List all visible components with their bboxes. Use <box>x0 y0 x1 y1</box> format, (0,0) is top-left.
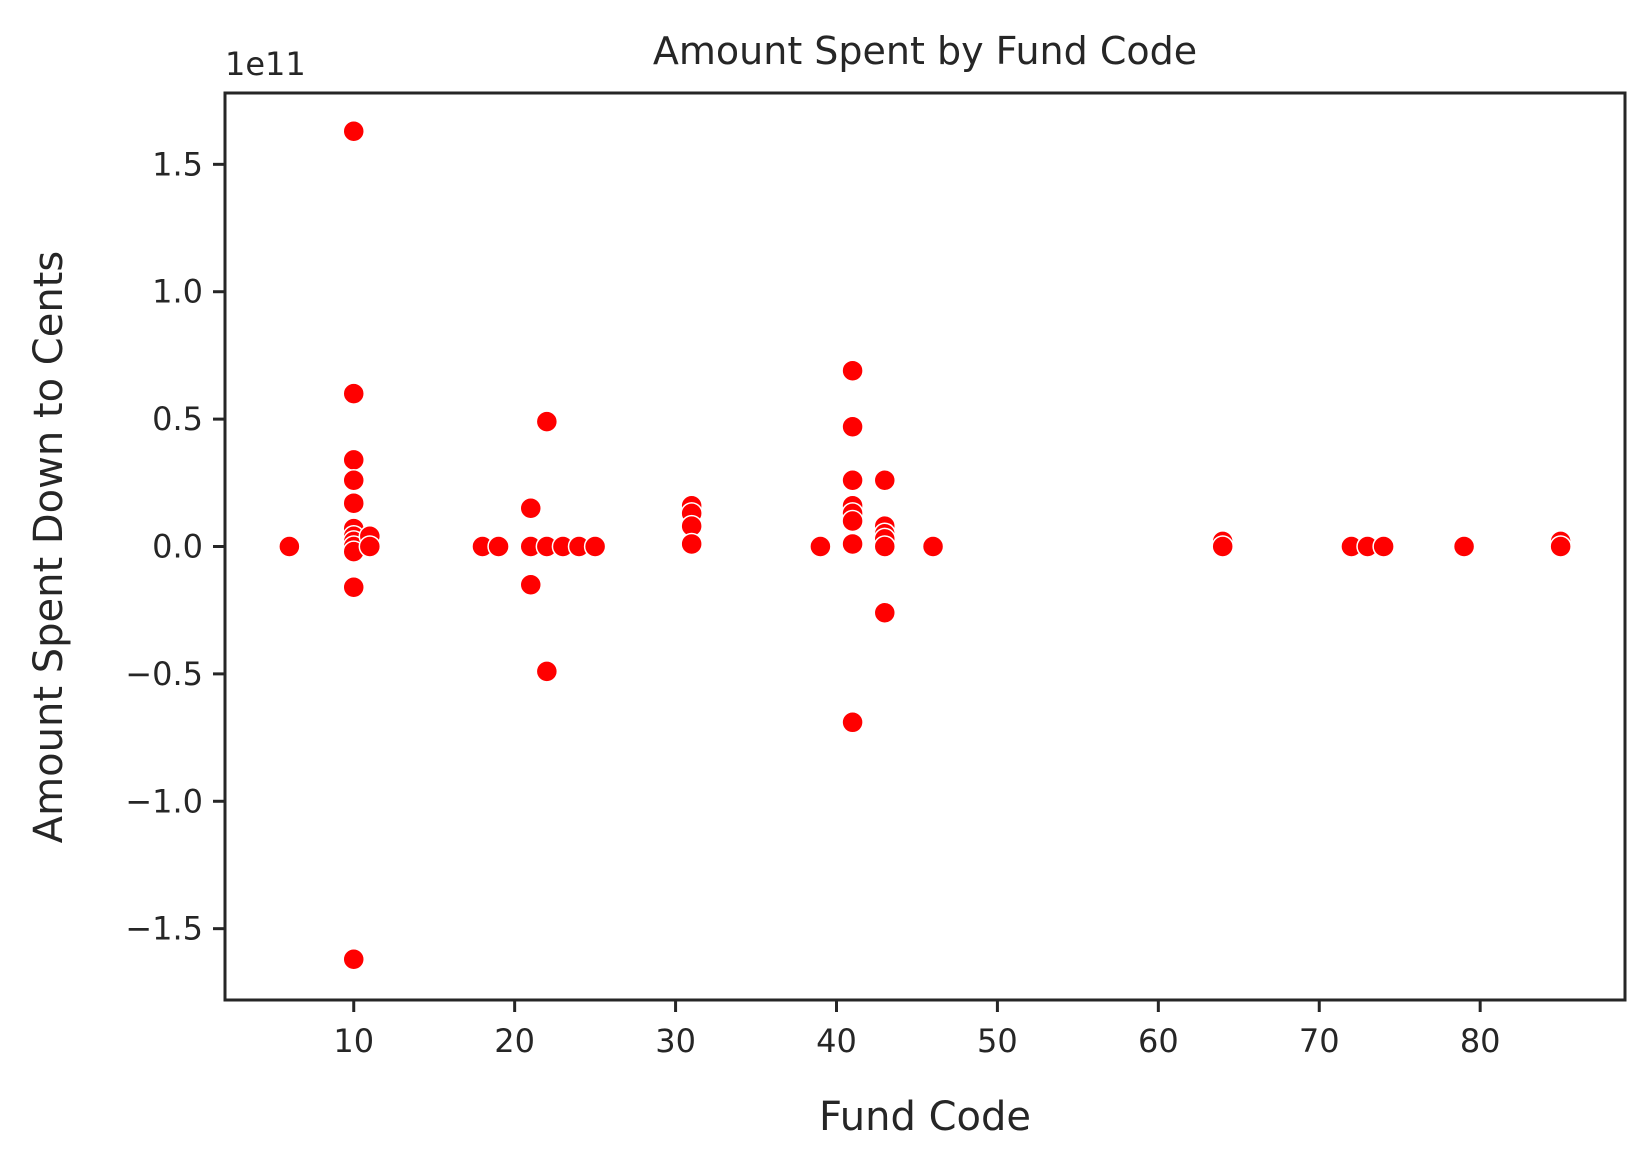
data-point <box>1452 535 1476 558</box>
data-point <box>519 573 542 596</box>
x-tick-label: 80 <box>1460 1022 1501 1060</box>
y-tick-label: 1.0 <box>152 273 203 311</box>
x-tick-label: 10 <box>333 1022 374 1060</box>
x-tick-label: 40 <box>816 1022 857 1060</box>
data-point <box>1372 535 1395 558</box>
data-point <box>680 532 703 556</box>
data-point <box>342 469 365 492</box>
y-tick-label: 0.0 <box>152 528 203 566</box>
data-point <box>873 535 897 558</box>
y-tick-label: 1.5 <box>152 145 203 183</box>
y-axis-label: Amount Spent Down to Cents <box>26 251 72 843</box>
data-point <box>841 415 864 439</box>
chart-title: Amount Spent by Fund Code <box>653 29 1197 73</box>
y-tick-label: −1.5 <box>125 910 203 948</box>
data-point <box>342 382 365 405</box>
x-axis-ticks: 10 20 30 40 50 60 70 80 <box>333 1000 1501 1060</box>
data-point <box>519 497 542 520</box>
data-point <box>583 535 607 558</box>
data-point <box>342 947 365 971</box>
x-tick-label: 20 <box>494 1022 535 1060</box>
plot-frame <box>223 91 1627 1002</box>
data-point <box>278 535 301 558</box>
data-point <box>358 535 382 558</box>
y-tick-label: −0.5 <box>125 655 203 693</box>
data-point <box>1211 535 1234 558</box>
data-point <box>841 509 864 533</box>
x-tick-label: 70 <box>1299 1022 1340 1060</box>
data-point <box>535 660 559 683</box>
y-axis-ticks: −1.5 −1.0 −0.5 0.0 0.5 1.0 1.5 <box>125 145 225 948</box>
data-point <box>1549 535 1572 558</box>
x-axis-label: Fund Code <box>819 1094 1031 1140</box>
x-tick-label: 30 <box>655 1022 696 1060</box>
data-point <box>809 535 832 558</box>
data-point <box>841 359 864 382</box>
data-points <box>278 119 1572 971</box>
data-point <box>841 532 864 556</box>
data-point <box>342 448 365 472</box>
data-point <box>873 601 897 624</box>
y-offset-label: 1e11 <box>225 45 306 83</box>
data-point <box>487 535 510 558</box>
data-point <box>841 711 864 734</box>
x-tick-label: 60 <box>1138 1022 1179 1060</box>
data-point <box>921 535 945 558</box>
y-tick-label: 0.5 <box>152 400 203 438</box>
data-point <box>841 469 864 492</box>
data-point <box>873 469 897 492</box>
data-point <box>342 491 365 515</box>
y-tick-label: −1.0 <box>125 782 203 820</box>
data-point <box>342 119 365 143</box>
data-point <box>535 410 559 433</box>
x-tick-label: 50 <box>977 1022 1018 1060</box>
data-point <box>342 576 365 599</box>
